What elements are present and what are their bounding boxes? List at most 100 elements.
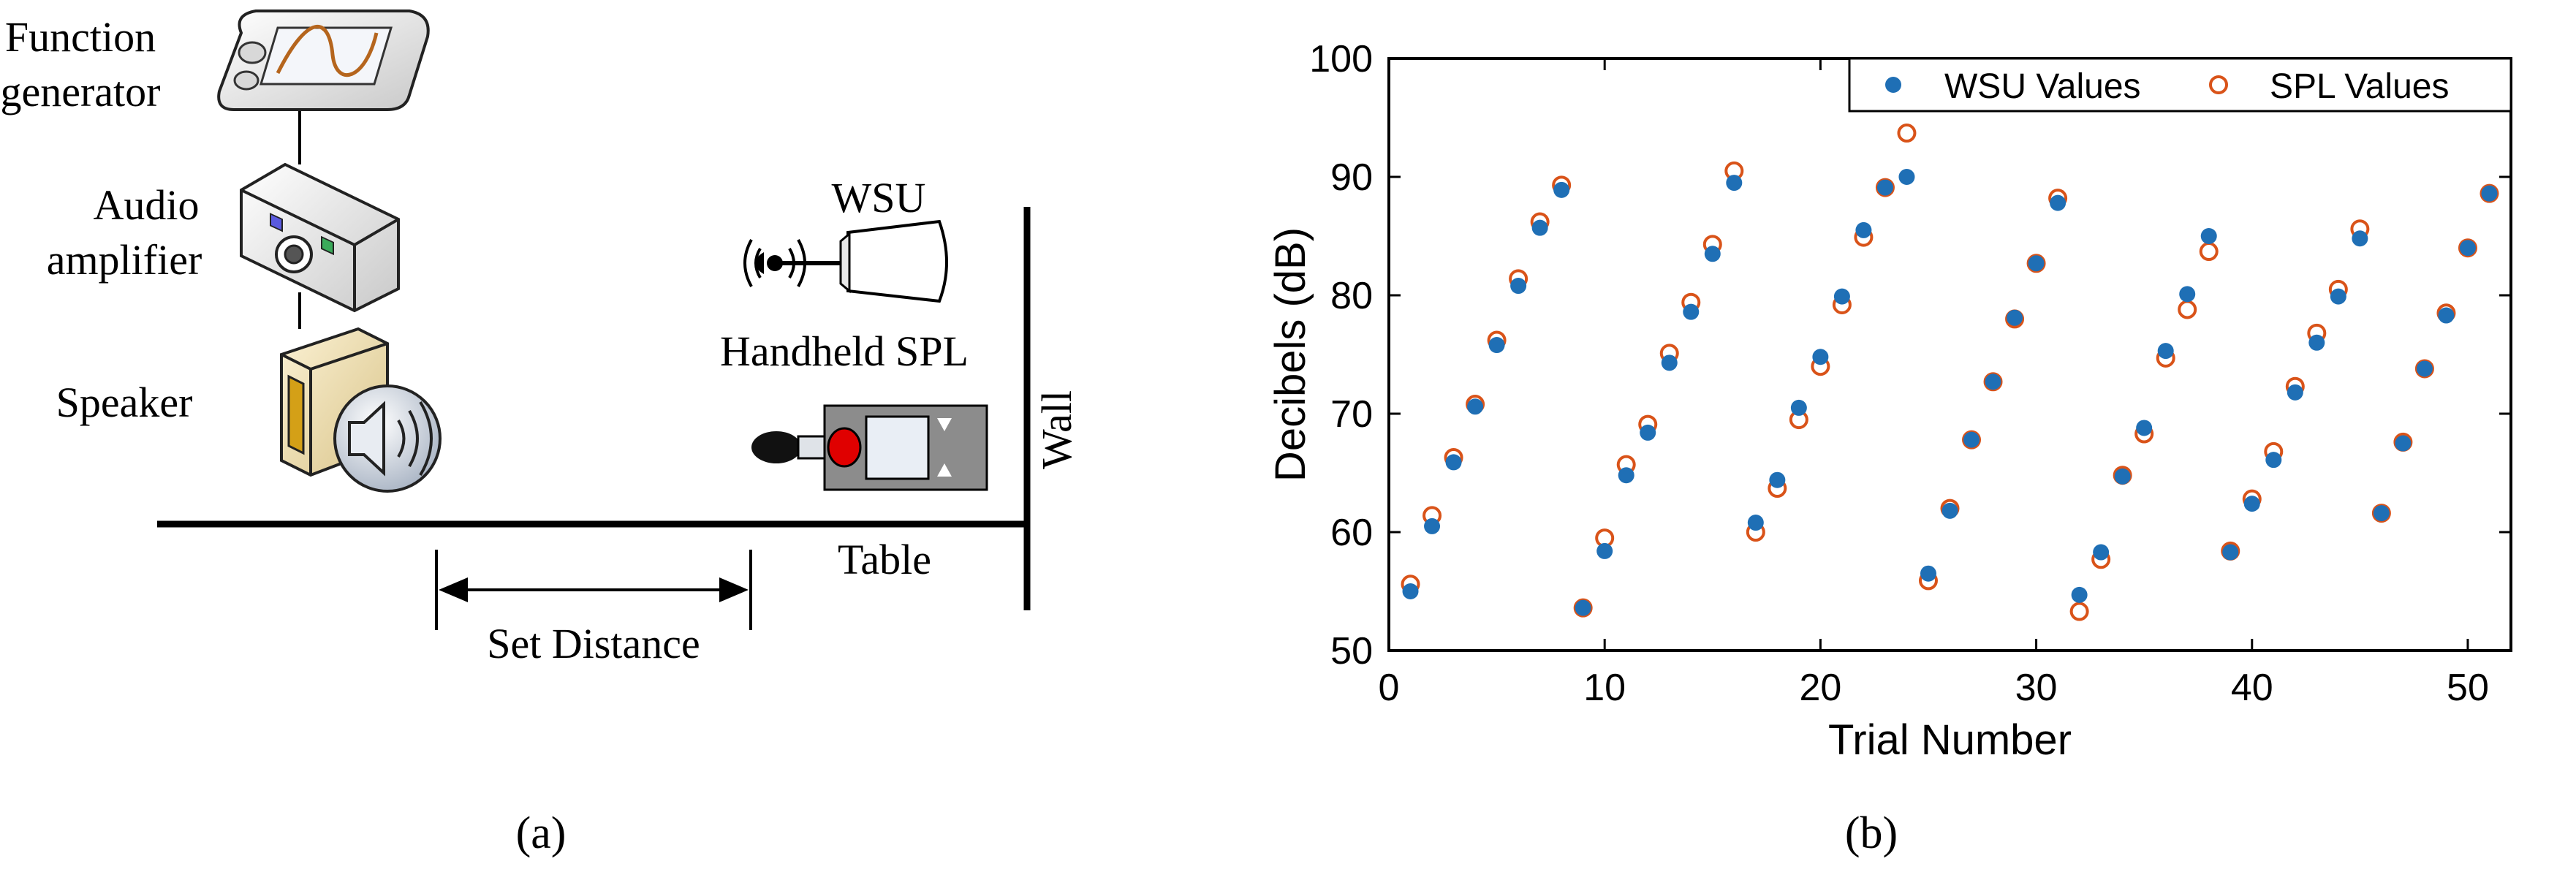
wsu-point [1402, 583, 1419, 599]
wsu-point [1596, 542, 1613, 559]
wsu-point [1661, 355, 1678, 371]
wsu-point [2200, 228, 2217, 244]
x-tick-label: 0 [1379, 667, 1400, 709]
wsu-point [1812, 349, 1829, 365]
wsu-point [1683, 303, 1700, 320]
wsu-point [2330, 288, 2346, 305]
function-generator-label-line1: Function [5, 13, 156, 61]
wsu-point [2157, 343, 2174, 360]
wsu-point [1640, 424, 1656, 441]
speaker-icon [280, 327, 442, 493]
wsu-point [1510, 278, 1527, 295]
wsu-point [2373, 505, 2390, 522]
panel-a-setup-diagram: Function generator Audio amplifier Speak… [0, 0, 1082, 872]
wsu-point [1531, 219, 1548, 236]
plot-area-frame [1387, 57, 2512, 652]
x-tick-label: 10 [1583, 667, 1626, 709]
y-tick-label: 100 [1309, 38, 1373, 80]
spl-point [2069, 602, 2089, 621]
x-tick-label: 50 [2447, 667, 2489, 709]
wall-label: Wall [1033, 390, 1080, 469]
wsu-point [2222, 544, 2239, 561]
wsu-point [1790, 399, 1807, 416]
wsu-point [2007, 309, 2023, 326]
wsu-point [2416, 360, 2433, 377]
wsu-point [2136, 420, 2153, 436]
wsu-point [1445, 454, 1462, 471]
data-points [1401, 124, 2499, 621]
setup-diagram-svg: Function generator Audio amplifier Speak… [1, 10, 1080, 858]
axis-ticks: 0 10 20 30 40 50 50 60 70 80 90 100 [1309, 38, 2511, 709]
wsu-point [1876, 179, 1893, 196]
wsu-sensor-icon [743, 219, 948, 303]
wsu-point [2459, 240, 2476, 257]
legend-box [1848, 57, 2512, 113]
wsu-point [2071, 586, 2088, 603]
audio-amplifier-label-line1: Audio [94, 181, 200, 229]
legend-spl-label: SPL Values [2270, 67, 2449, 106]
speaker-label: Speaker [56, 379, 193, 426]
y-tick-label: 90 [1330, 156, 1373, 199]
wsu-point [1575, 599, 1591, 616]
wsu-point [2028, 255, 2045, 272]
wsu-point [2438, 307, 2455, 324]
wsu-point [1424, 517, 1441, 534]
wsu-point [1467, 398, 1484, 415]
panel-b-caption: (b) [1845, 808, 1898, 858]
x-tick-label: 40 [2231, 667, 2273, 709]
wsu-point [1769, 471, 1786, 488]
wsu-point [1855, 221, 1872, 238]
legend-spl-marker [2209, 75, 2228, 94]
wsu-point [1747, 515, 1764, 531]
wsu-point [2179, 286, 2196, 303]
wsu-point [1898, 169, 1915, 185]
function-generator-icon [217, 10, 430, 111]
wsu-point [2352, 230, 2368, 247]
wsu-point [2093, 544, 2110, 561]
wsu-point [1833, 288, 1850, 305]
wsu-point [2114, 468, 2131, 485]
wsu-point [2481, 185, 2498, 202]
function-generator-label-line2: generator [1, 68, 161, 115]
x-axis-label: Trial Number [1828, 716, 2072, 764]
set-distance-dimension [435, 550, 752, 630]
wsu-point [1726, 175, 1743, 192]
panel-b-scatter-chart: 0 10 20 30 40 50 50 60 70 80 90 100 WSU Values SPL V… [1170, 0, 2576, 872]
wsu-point [1488, 337, 1505, 354]
legend-wsu-marker [1885, 77, 1901, 93]
audio-amplifier-icon [240, 162, 400, 313]
spl-point [1897, 124, 1917, 143]
wsu-point [1920, 565, 1936, 582]
panel-a-caption: (a) [516, 808, 567, 858]
x-tick-label: 20 [1799, 667, 1841, 709]
wsu-point [2308, 334, 2325, 351]
scatter-chart-svg: 0 10 20 30 40 50 50 60 70 80 90 100 WSU Values SPL V… [1267, 38, 2512, 858]
wsu-point [2265, 452, 2282, 469]
wsu-point [1553, 181, 1570, 198]
wsu-point [2243, 496, 2260, 512]
wsu-point [2395, 435, 2412, 452]
table-label: Table [838, 536, 931, 583]
y-tick-label: 70 [1330, 393, 1373, 436]
y-tick-label: 50 [1330, 630, 1373, 672]
y-axis-label: Decibels (dB) [1267, 227, 1314, 482]
set-distance-label: Set Distance [487, 620, 700, 667]
spl-point [2199, 242, 2219, 262]
wsu-point [2050, 194, 2067, 211]
y-tick-label: 60 [1330, 512, 1373, 554]
wsu-point [1985, 374, 2001, 390]
legend: WSU Values SPL Values [1848, 57, 2512, 113]
x-tick-label: 30 [2015, 667, 2058, 709]
handheld-spl-meter-icon [751, 404, 988, 491]
wsu-point [1963, 431, 1980, 448]
handheld-spl-label: Handheld SPL [720, 327, 969, 375]
wsu-point [2287, 384, 2303, 401]
wsu-point [1942, 502, 1958, 519]
wsu-label: WSU [832, 174, 926, 221]
legend-wsu-label: WSU Values [1944, 67, 2141, 106]
audio-amplifier-label-line2: amplifier [47, 236, 202, 284]
wsu-point [1618, 467, 1634, 484]
wsu-point [1704, 246, 1721, 262]
y-tick-label: 80 [1330, 275, 1373, 317]
spl-point [2178, 300, 2197, 319]
